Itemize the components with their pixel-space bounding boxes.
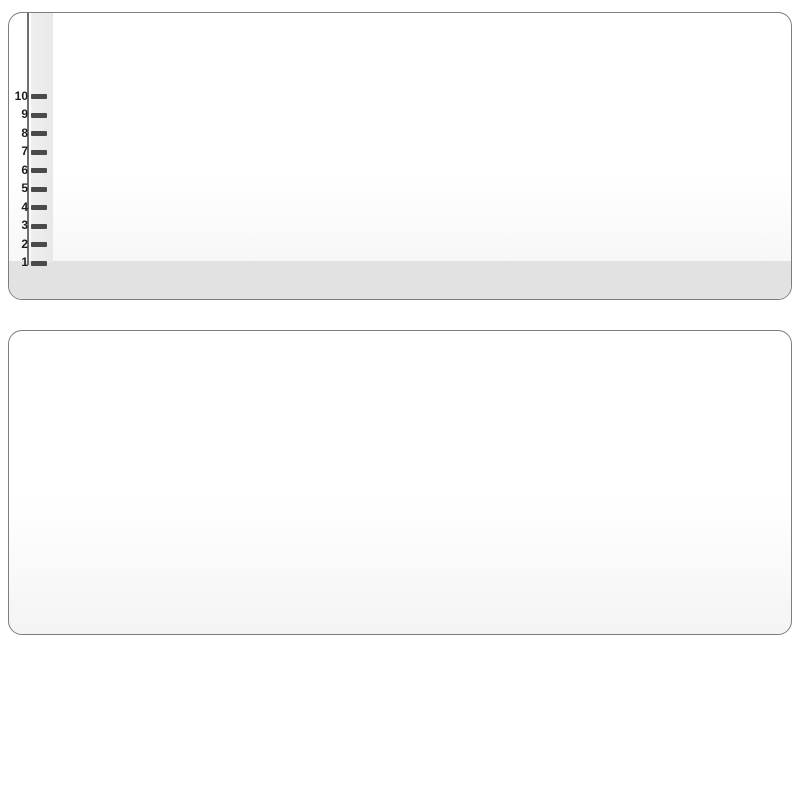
y-tick-label: 7 <box>21 144 28 158</box>
y-tick-label: 2 <box>21 236 28 251</box>
y-tick-mark <box>31 205 47 210</box>
y-tick-mark <box>31 186 47 192</box>
y-tick-mark <box>31 112 47 118</box>
y-tick-mark <box>31 260 47 266</box>
y-tick-mark <box>31 149 47 155</box>
axis-strip-top <box>31 13 53 263</box>
y-tick-label: 8 <box>21 125 28 140</box>
y-tick-label: 6 <box>21 162 28 177</box>
bottom-chart-panel <box>8 330 792 635</box>
floor-strip-top <box>9 261 791 299</box>
y-axis-line-top <box>27 13 29 265</box>
use-case-icon-row <box>0 655 800 755</box>
y-tick-mark <box>31 242 47 247</box>
top-chart-panel: 10 9 8 7 6 5 4 3 2 1 <box>8 12 792 300</box>
y-tick-label: 1 <box>21 255 28 269</box>
y-tick-mark <box>31 94 47 99</box>
y-tick-mark <box>31 168 47 173</box>
y-tick-mark <box>31 223 47 229</box>
y-tick-label: 9 <box>21 107 28 121</box>
y-tick-label: 10 <box>14 88 28 103</box>
y-tick-label: 4 <box>21 199 28 214</box>
y-tick-label: 3 <box>21 218 28 232</box>
y-tick-mark <box>31 131 47 136</box>
y-tick-label: 5 <box>21 181 28 195</box>
